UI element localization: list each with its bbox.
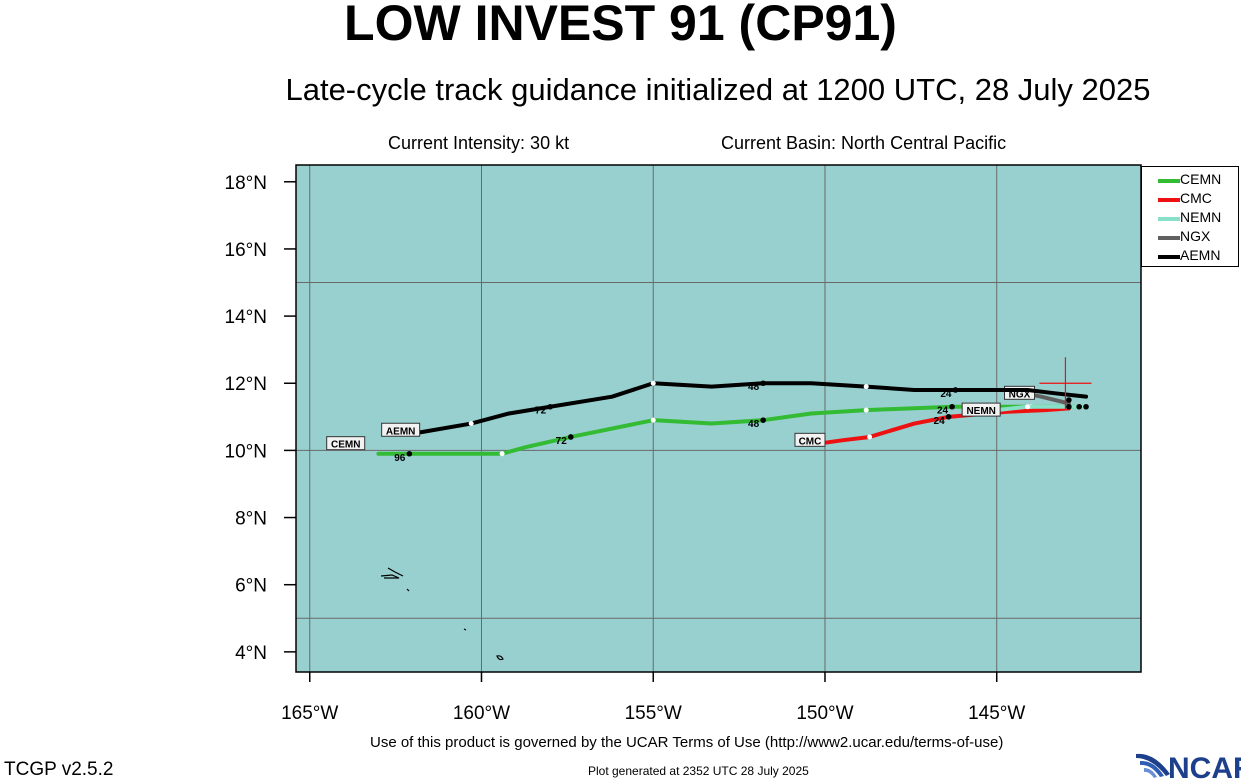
track-midpoint-marker xyxy=(863,407,869,413)
tick-label-lat: 4°N xyxy=(235,643,267,664)
track-midpoint-marker xyxy=(863,384,869,390)
track-tag-label: AEMN xyxy=(386,426,415,437)
track-forecast-point xyxy=(952,387,959,393)
hawaii-islands xyxy=(380,567,504,661)
map-frame xyxy=(295,164,1142,673)
ncar-logo: NCAR xyxy=(1136,752,1241,780)
page-title: LOW INVEST 91 (CP91) xyxy=(344,0,897,51)
current-intensity: Current Intensity: 30 kt xyxy=(388,133,570,153)
forecast-hour-label: 24 xyxy=(940,389,952,400)
ocean-area xyxy=(296,165,1141,672)
version-label: TCGP v2.5.2 xyxy=(4,759,114,780)
track-midpoint-marker xyxy=(867,434,873,440)
legend-swatch xyxy=(1158,179,1180,183)
island-outline xyxy=(406,588,410,592)
track-midpoint-marker xyxy=(650,417,656,423)
island-outline xyxy=(380,574,400,579)
forecast-hour-label: 96 xyxy=(394,453,406,464)
tick-label-lon: 150°W xyxy=(796,703,853,724)
legend-swatch xyxy=(1158,198,1180,202)
track-midpoint-marker xyxy=(499,451,505,457)
track-forecast-point xyxy=(406,450,413,457)
tick-label-lon: 145°W xyxy=(968,703,1025,724)
legend-item-nemn: NEMN xyxy=(1158,209,1238,227)
track-tag-label: NEMN xyxy=(966,406,995,417)
tick-label-lon: 155°W xyxy=(625,703,682,724)
forecast-hour-label: 48 xyxy=(748,419,760,430)
track-tag-label: CMC xyxy=(799,436,822,447)
map-legend: CEMN CMC NEMN NGX AEMN xyxy=(1141,166,1239,267)
legend-swatch xyxy=(1158,236,1180,240)
track-midpoint-marker xyxy=(468,421,474,427)
track-tag-label: CEMN xyxy=(331,440,360,451)
tick-label-lat: 8°N xyxy=(235,509,267,530)
tick-label-lat: 6°N xyxy=(235,576,267,597)
island-outline xyxy=(387,567,404,577)
legend-swatch xyxy=(1158,255,1180,259)
legend-item-cemn: CEMN xyxy=(1158,171,1238,189)
track-line xyxy=(816,406,1071,446)
track-forecast-point xyxy=(949,403,955,410)
terms-of-use: Use of this product is governed by the U… xyxy=(370,734,1004,751)
tick-label-lon: 165°W xyxy=(281,703,338,724)
tick-label-lat: 12°N xyxy=(225,374,267,395)
track-forecast-point xyxy=(1066,397,1072,403)
track-forecast-point xyxy=(945,414,952,420)
legend-label: CEMN xyxy=(1180,171,1222,187)
track-tag-box xyxy=(381,422,421,437)
track-tag-box xyxy=(794,432,826,447)
current-basin: Current Basin: North Central Pacific xyxy=(721,133,1007,153)
ncar-logo-text: NCAR xyxy=(1168,752,1241,780)
plot-generated-time: Plot generated at 2352 UTC 28 July 2025 xyxy=(588,764,809,778)
track-tag-box xyxy=(326,436,366,451)
track-forecast-point xyxy=(760,380,766,387)
legend-item-aemn: AEMN xyxy=(1158,247,1238,265)
forecast-hour-label: 72 xyxy=(535,406,547,417)
island-outline xyxy=(496,655,504,661)
forecast-hour-label: 48 xyxy=(748,382,760,393)
island-outline xyxy=(463,628,467,631)
legend-swatch xyxy=(1158,217,1180,221)
track-midpoint-marker xyxy=(650,380,656,386)
ncar-logo-swoosh xyxy=(1136,753,1170,778)
tick-label-lat: 14°N xyxy=(225,307,267,328)
forecast-hour-label: 72 xyxy=(556,436,568,447)
forecast-hour-label: 24 xyxy=(937,406,949,417)
legend-item-cmc: CMC xyxy=(1158,190,1238,208)
tick-label-lat: 16°N xyxy=(225,240,267,261)
page-subtitle: Late-cycle track guidance initialized at… xyxy=(285,72,1151,107)
track-forecast-point xyxy=(567,434,574,440)
track-start-point xyxy=(1083,403,1089,410)
track-midpoint-marker xyxy=(1025,404,1031,410)
legend-label: NEMN xyxy=(1180,209,1222,225)
tick-label-lat: 10°N xyxy=(225,441,267,462)
legend-label: CMC xyxy=(1180,190,1212,206)
legend-label: NGX xyxy=(1180,228,1211,244)
track-tag-label: NGX xyxy=(1009,389,1031,400)
tick-label-lat: 18°N xyxy=(225,173,267,194)
track-start-point xyxy=(1066,403,1072,410)
track-start-point xyxy=(1076,403,1082,410)
legend-label: AEMN xyxy=(1180,247,1221,263)
track-forecast-point xyxy=(760,417,766,423)
track-forecast-point xyxy=(547,403,553,410)
legend-item-ngx: NGX xyxy=(1158,228,1238,246)
forecast-hour-label: 24 xyxy=(934,416,946,427)
tick-label-lon: 160°W xyxy=(453,703,510,724)
track-cmc: 24 CMC xyxy=(794,406,1071,447)
track-tag-box xyxy=(961,402,1001,417)
track-aemn: 24 48 72 AEMN xyxy=(381,380,1089,437)
